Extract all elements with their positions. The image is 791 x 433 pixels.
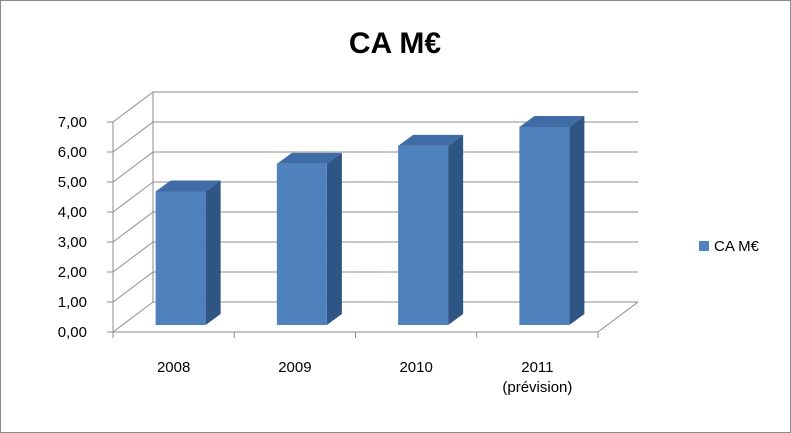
y-tick-label: 6,00 <box>58 144 87 161</box>
gridline-diagonal <box>112 241 154 273</box>
legend-label: CA M€ <box>714 238 760 255</box>
legend-swatch <box>699 241 709 251</box>
bar-top <box>276 152 342 164</box>
tick-labels: 0,00 1,00 2,00 3,00 4,00 5,00 6,00 7,00 2008 2009… <box>58 114 573 396</box>
bar-top <box>398 134 464 146</box>
y-tick-label: 3,00 <box>58 234 87 251</box>
y-tick-label: 7,00 <box>58 114 87 131</box>
gridline-diagonal <box>112 121 154 153</box>
x-tick-label: 2010 <box>399 359 432 376</box>
y-tick-label: 5,00 <box>58 174 87 191</box>
bar <box>398 145 449 325</box>
bar-side <box>205 180 221 325</box>
bar-side <box>569 116 585 325</box>
gridline-diagonal <box>112 91 154 123</box>
bar-side <box>448 134 464 325</box>
chart-title: CA M€ <box>349 27 442 60</box>
bar-top <box>155 180 221 192</box>
gridline-diagonal <box>112 271 154 303</box>
bar <box>276 163 327 325</box>
y-tick-label: 4,00 <box>58 204 87 221</box>
gridline-diagonal <box>112 301 154 333</box>
y-tick-label: 2,00 <box>58 264 87 281</box>
gridline-diagonal <box>112 151 154 183</box>
floor-right-edge <box>597 301 639 333</box>
bar-side <box>326 152 342 325</box>
y-tick-label: 1,00 <box>58 294 87 311</box>
bar <box>519 127 570 325</box>
axes <box>107 92 639 338</box>
x-tick-label: (prévision) <box>502 379 572 396</box>
y-tick-label: 0,00 <box>58 324 87 341</box>
legend: CA M€ <box>699 238 760 255</box>
x-tick-label: 2008 <box>157 359 190 376</box>
x-tick-label: 2011 <box>521 359 553 376</box>
bar-top <box>519 116 585 127</box>
gridline-diagonal <box>112 211 154 243</box>
bars <box>155 116 585 325</box>
gridline-diagonal <box>112 181 154 213</box>
x-tick-label: 2009 <box>278 359 311 376</box>
bar <box>155 191 206 325</box>
